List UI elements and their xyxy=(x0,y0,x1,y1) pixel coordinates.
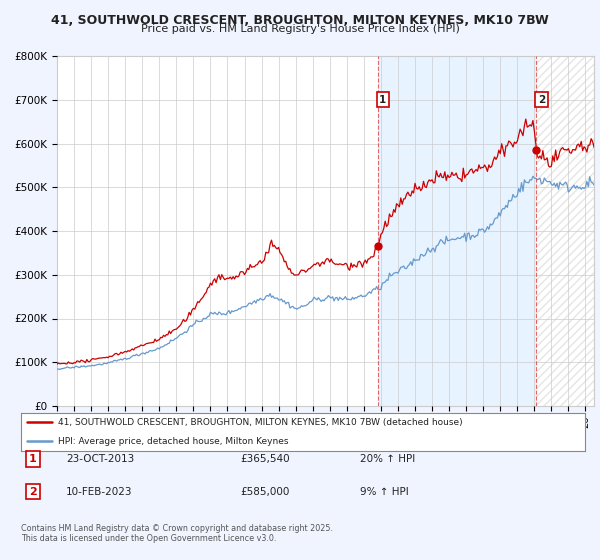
Text: 2: 2 xyxy=(538,95,545,105)
Text: 10-FEB-2023: 10-FEB-2023 xyxy=(66,487,133,497)
Bar xyxy=(536,56,594,406)
Text: 41, SOUTHWOLD CRESCENT, BROUGHTON, MILTON KEYNES, MK10 7BW: 41, SOUTHWOLD CRESCENT, BROUGHTON, MILTO… xyxy=(51,14,549,27)
Point xyxy=(532,146,541,155)
Text: Contains HM Land Registry data © Crown copyright and database right 2025.
This d: Contains HM Land Registry data © Crown c… xyxy=(21,524,333,543)
Text: 20% ↑ HPI: 20% ↑ HPI xyxy=(360,454,415,464)
Text: Price paid vs. HM Land Registry's House Price Index (HPI): Price paid vs. HM Land Registry's House … xyxy=(140,24,460,34)
Point xyxy=(373,241,382,250)
Text: 1: 1 xyxy=(29,454,37,464)
Text: £365,540: £365,540 xyxy=(240,454,290,464)
Text: 9% ↑ HPI: 9% ↑ HPI xyxy=(360,487,409,497)
Bar xyxy=(536,56,594,406)
Text: 23-OCT-2013: 23-OCT-2013 xyxy=(66,454,134,464)
Text: 2: 2 xyxy=(29,487,37,497)
Text: 1: 1 xyxy=(379,95,386,105)
Text: £585,000: £585,000 xyxy=(240,487,289,497)
Bar xyxy=(377,56,536,406)
Text: HPI: Average price, detached house, Milton Keynes: HPI: Average price, detached house, Milt… xyxy=(58,437,288,446)
Text: 41, SOUTHWOLD CRESCENT, BROUGHTON, MILTON KEYNES, MK10 7BW (detached house): 41, SOUTHWOLD CRESCENT, BROUGHTON, MILTO… xyxy=(58,418,462,427)
